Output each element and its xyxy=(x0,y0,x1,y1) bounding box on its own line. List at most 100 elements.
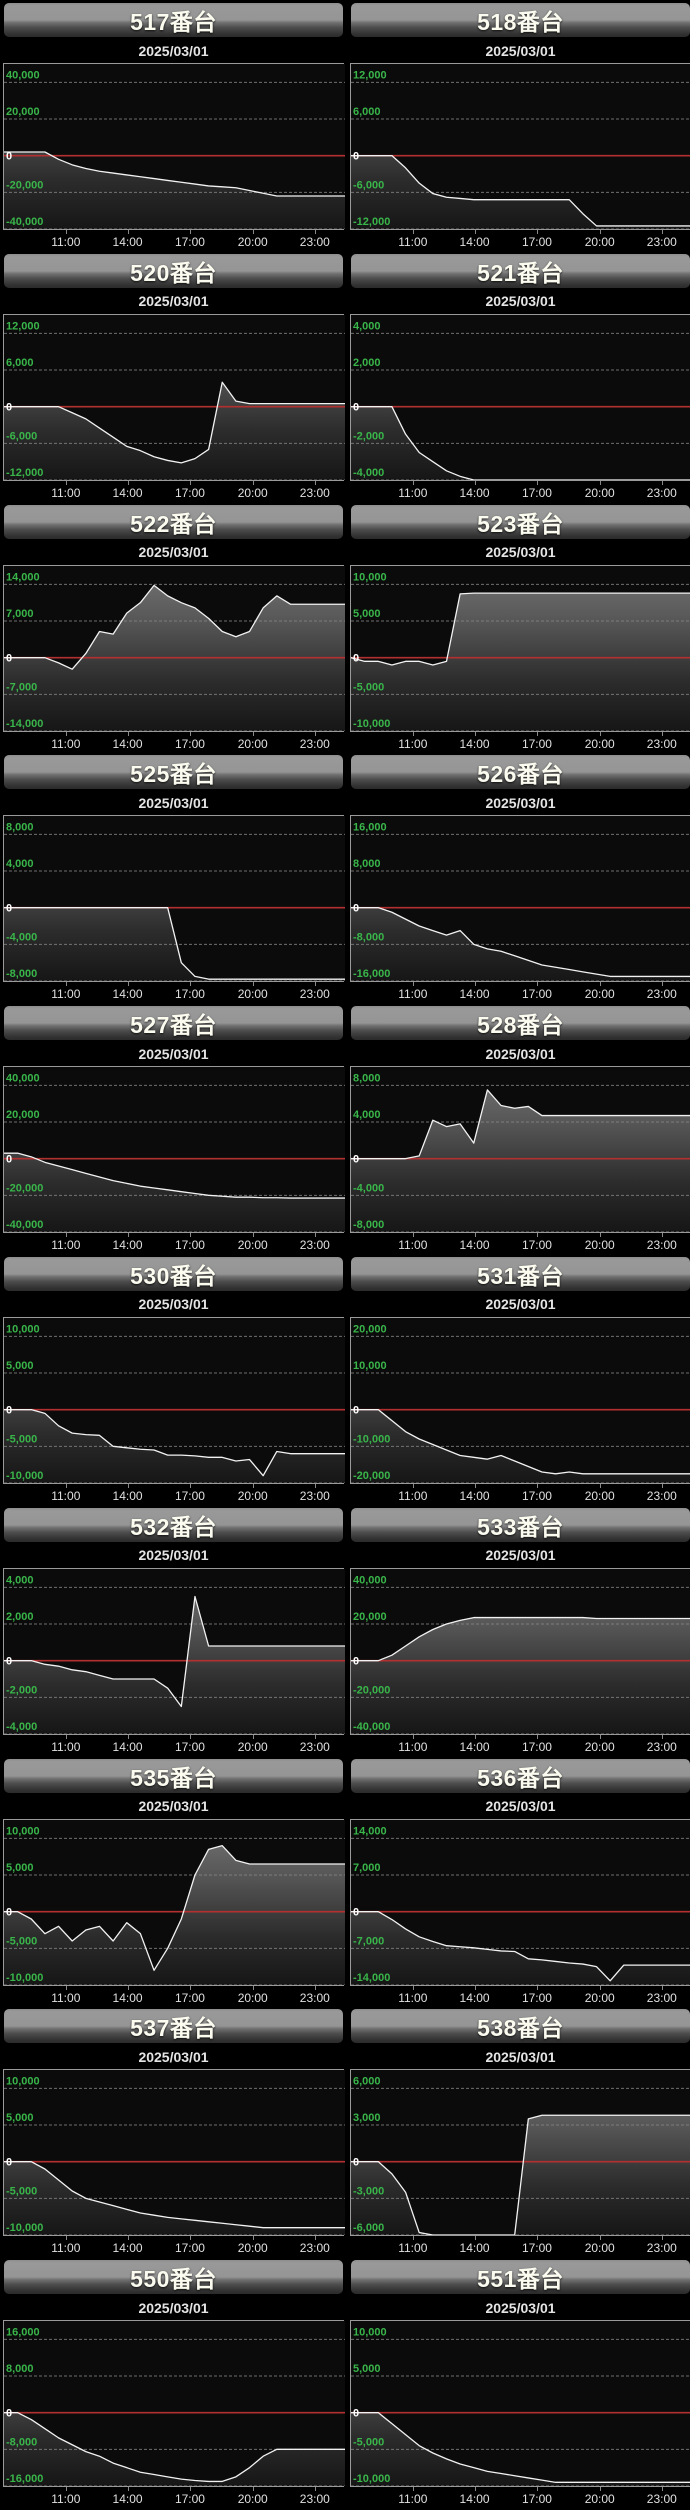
svg-text:12,000: 12,000 xyxy=(353,69,387,81)
svg-text:10,000: 10,000 xyxy=(353,1360,387,1372)
svg-text:0: 0 xyxy=(6,151,12,163)
svg-text:-4,000: -4,000 xyxy=(6,932,37,944)
svg-text:-8,000: -8,000 xyxy=(6,2437,37,2449)
svg-text:-10,000: -10,000 xyxy=(353,1433,390,1445)
svg-text:-16,000: -16,000 xyxy=(6,2473,43,2485)
svg-text:-5,000: -5,000 xyxy=(353,681,384,693)
svg-text:20,000: 20,000 xyxy=(353,1611,387,1623)
svg-text:0: 0 xyxy=(353,1655,359,1667)
svg-text:14,000: 14,000 xyxy=(353,1825,387,1837)
svg-text:4,000: 4,000 xyxy=(6,858,34,870)
svg-text:-5,000: -5,000 xyxy=(6,2186,37,2198)
svg-text:-8,000: -8,000 xyxy=(353,1219,384,1231)
svg-text:-12,000: -12,000 xyxy=(353,216,390,228)
svg-text:14,000: 14,000 xyxy=(6,571,40,583)
svg-text:2,000: 2,000 xyxy=(6,1611,34,1623)
svg-text:0: 0 xyxy=(353,1405,359,1417)
svg-text:-16,000: -16,000 xyxy=(353,968,390,980)
svg-text:10,000: 10,000 xyxy=(353,571,387,583)
svg-text:6,000: 6,000 xyxy=(6,357,34,369)
svg-text:16,000: 16,000 xyxy=(6,2327,40,2339)
svg-text:-20,000: -20,000 xyxy=(353,1684,390,1696)
svg-text:10,000: 10,000 xyxy=(6,2076,40,2088)
svg-text:4,000: 4,000 xyxy=(6,1574,34,1586)
svg-text:40,000: 40,000 xyxy=(6,69,40,81)
svg-text:0: 0 xyxy=(6,2408,12,2420)
svg-text:10,000: 10,000 xyxy=(6,1323,40,1335)
svg-text:-5,000: -5,000 xyxy=(353,2437,384,2449)
svg-text:12,000: 12,000 xyxy=(6,320,40,332)
svg-text:-2,000: -2,000 xyxy=(353,430,384,442)
svg-text:40,000: 40,000 xyxy=(6,1073,40,1085)
svg-text:10,000: 10,000 xyxy=(6,1825,40,1837)
svg-text:0: 0 xyxy=(6,1405,12,1417)
svg-text:6,000: 6,000 xyxy=(353,106,381,118)
svg-text:-14,000: -14,000 xyxy=(6,718,43,730)
svg-text:-4,000: -4,000 xyxy=(353,467,384,479)
svg-text:0: 0 xyxy=(6,903,12,915)
svg-text:10,000: 10,000 xyxy=(353,2327,387,2339)
svg-text:-5,000: -5,000 xyxy=(6,1433,37,1445)
svg-text:0: 0 xyxy=(353,903,359,915)
svg-text:0: 0 xyxy=(353,1154,359,1166)
svg-text:8,000: 8,000 xyxy=(353,858,381,870)
svg-text:-10,000: -10,000 xyxy=(6,1470,43,1482)
svg-text:-5,000: -5,000 xyxy=(6,1935,37,1947)
svg-text:0: 0 xyxy=(353,2408,359,2420)
svg-text:8,000: 8,000 xyxy=(6,2363,34,2375)
svg-text:-4,000: -4,000 xyxy=(6,1721,37,1733)
svg-text:5,000: 5,000 xyxy=(353,608,381,620)
svg-text:-10,000: -10,000 xyxy=(353,718,390,730)
svg-text:0: 0 xyxy=(6,1154,12,1166)
svg-text:-40,000: -40,000 xyxy=(6,216,43,228)
svg-text:-4,000: -4,000 xyxy=(353,1183,384,1195)
svg-text:0: 0 xyxy=(353,151,359,163)
svg-text:-10,000: -10,000 xyxy=(6,1972,43,1984)
svg-text:-6,000: -6,000 xyxy=(353,179,384,191)
svg-text:40,000: 40,000 xyxy=(353,1574,387,1586)
svg-text:0: 0 xyxy=(353,401,359,413)
svg-text:-10,000: -10,000 xyxy=(353,2473,390,2485)
svg-text:7,000: 7,000 xyxy=(353,1862,381,1874)
svg-text:-20,000: -20,000 xyxy=(353,1470,390,1482)
svg-text:20,000: 20,000 xyxy=(6,1109,40,1121)
svg-text:0: 0 xyxy=(353,2157,359,2169)
svg-text:20,000: 20,000 xyxy=(6,106,40,118)
svg-text:5,000: 5,000 xyxy=(353,2363,381,2375)
svg-text:5,000: 5,000 xyxy=(6,1360,34,1372)
svg-text:5,000: 5,000 xyxy=(6,2112,34,2124)
svg-text:-2,000: -2,000 xyxy=(6,1684,37,1696)
svg-text:4,000: 4,000 xyxy=(353,1109,381,1121)
svg-text:8,000: 8,000 xyxy=(353,1073,381,1085)
svg-text:-40,000: -40,000 xyxy=(6,1219,43,1231)
svg-text:0: 0 xyxy=(6,1906,12,1918)
svg-text:-3,000: -3,000 xyxy=(353,2186,384,2198)
svg-text:-6,000: -6,000 xyxy=(353,2222,384,2234)
svg-text:-20,000: -20,000 xyxy=(6,1183,43,1195)
svg-text:20,000: 20,000 xyxy=(353,1323,387,1335)
svg-text:-10,000: -10,000 xyxy=(6,2222,43,2234)
svg-text:-7,000: -7,000 xyxy=(6,681,37,693)
svg-text:-8,000: -8,000 xyxy=(6,968,37,980)
svg-text:4,000: 4,000 xyxy=(353,320,381,332)
svg-text:5,000: 5,000 xyxy=(6,1862,34,1874)
svg-text:6,000: 6,000 xyxy=(353,2076,381,2088)
svg-text:8,000: 8,000 xyxy=(6,822,34,834)
svg-text:-6,000: -6,000 xyxy=(6,430,37,442)
svg-text:2,000: 2,000 xyxy=(353,357,381,369)
svg-text:0: 0 xyxy=(6,652,12,664)
svg-text:-14,000: -14,000 xyxy=(353,1972,390,1984)
svg-text:-12,000: -12,000 xyxy=(6,467,43,479)
svg-text:-7,000: -7,000 xyxy=(353,1935,384,1947)
svg-text:0: 0 xyxy=(353,1906,359,1918)
svg-text:-20,000: -20,000 xyxy=(6,179,43,191)
svg-text:-8,000: -8,000 xyxy=(353,932,384,944)
svg-text:0: 0 xyxy=(6,401,12,413)
svg-text:0: 0 xyxy=(6,1655,12,1667)
svg-text:16,000: 16,000 xyxy=(353,822,387,834)
svg-text:3,000: 3,000 xyxy=(353,2112,381,2124)
svg-text:-40,000: -40,000 xyxy=(353,1721,390,1733)
svg-text:7,000: 7,000 xyxy=(6,608,34,620)
svg-text:0: 0 xyxy=(6,2157,12,2169)
svg-text:0: 0 xyxy=(353,652,359,664)
